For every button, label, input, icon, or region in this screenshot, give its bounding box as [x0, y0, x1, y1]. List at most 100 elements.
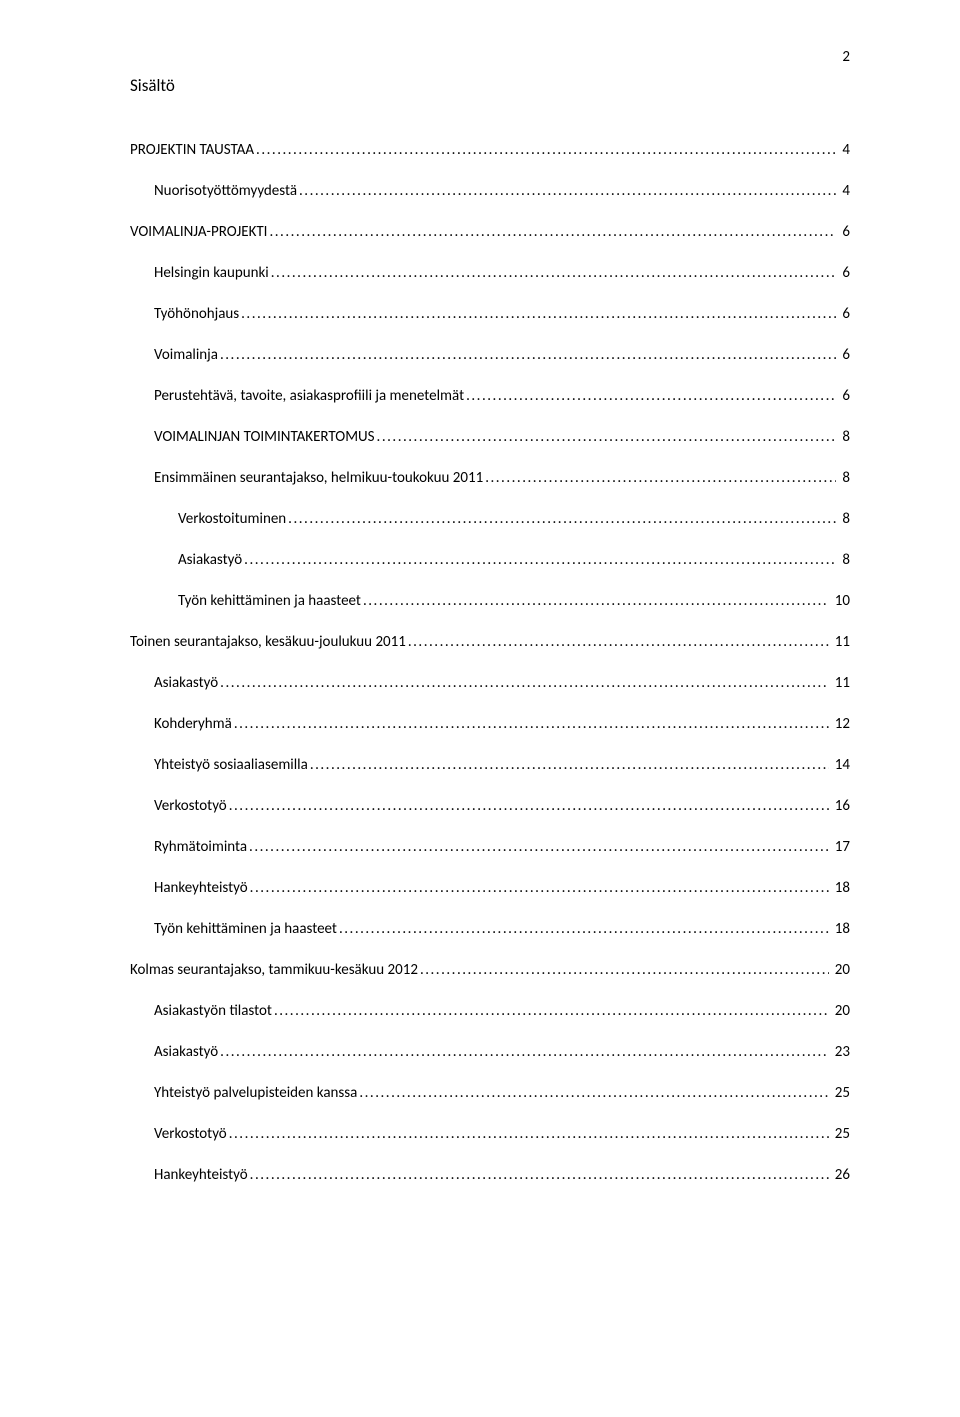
toc-entry: Asiakastyö..............................… — [130, 551, 850, 569]
toc-entry-title: Työn kehittäminen ja haasteet — [154, 920, 337, 938]
toc-entry-page: 17 — [835, 838, 850, 856]
toc-entry: Yhteistyö sosiaaliasemilla..............… — [130, 756, 850, 774]
toc-entry: Verkostotyö.............................… — [130, 797, 850, 815]
toc-entry-title: Yhteistyö palvelupisteiden kanssa — [154, 1084, 357, 1102]
toc-entry-leader: ........................................… — [299, 182, 836, 200]
toc-entry: Ensimmäinen seurantajakso, helmikuu-touk… — [130, 469, 850, 487]
toc-entry-title: Ensimmäinen seurantajakso, helmikuu-touk… — [154, 469, 483, 487]
toc-entry: Verkostotyö.............................… — [130, 1125, 850, 1143]
toc-entry-page: 20 — [835, 961, 850, 979]
toc-entry-title: VOIMALINJA-PROJEKTI — [130, 223, 267, 241]
toc-entry-title: Asiakastyö — [154, 674, 218, 692]
toc-entry-leader: ........................................… — [220, 674, 829, 692]
toc-entry: VOIMALINJAN TOIMINTAKERTOMUS............… — [130, 428, 850, 446]
toc-entry-leader: ........................................… — [288, 510, 836, 528]
toc-entry-leader: ........................................… — [310, 756, 829, 774]
toc-entry: Työn kehittäminen ja haasteet...........… — [130, 920, 850, 938]
toc-entry-leader: ........................................… — [271, 264, 837, 282]
toc-entry: Hankeyhteistyö..........................… — [130, 879, 850, 897]
toc-entry-title: Toinen seurantajakso, kesäkuu-joulukuu 2… — [130, 633, 406, 651]
toc-entry-page: 6 — [842, 387, 850, 405]
toc-entry-leader: ........................................… — [220, 1043, 829, 1061]
toc-entry-title: Kohderyhmä — [154, 715, 232, 733]
toc-entry-page: 11 — [835, 633, 850, 651]
toc-entry-page: 6 — [842, 264, 850, 282]
toc-entry-page: 11 — [835, 674, 850, 692]
toc-entry-page: 16 — [835, 797, 850, 815]
toc-entry-leader: ........................................… — [269, 223, 836, 241]
toc-entry-leader: ........................................… — [420, 961, 829, 979]
toc-entry: Asiakastyön tilastot....................… — [130, 1002, 850, 1020]
toc-entry-page: 6 — [842, 305, 850, 323]
toc-entry-leader: ........................................… — [359, 1084, 828, 1102]
toc-entry-leader: ........................................… — [249, 838, 829, 856]
toc-entry-title: Kolmas seurantajakso, tammikuu-kesäkuu 2… — [130, 961, 418, 979]
toc-entry-leader: ........................................… — [408, 633, 829, 651]
toc-entry-page: 18 — [835, 920, 850, 938]
toc-entry: Verkostoituminen........................… — [130, 510, 850, 528]
table-of-contents: PROJEKTIN TAUSTAA.......................… — [130, 141, 850, 1184]
toc-entry-leader: ........................................… — [229, 1125, 829, 1143]
toc-entry-page: 4 — [842, 182, 850, 200]
toc-entry-title: Perustehtävä, tavoite, asiakasprofiili j… — [154, 387, 464, 405]
toc-entry: Nuorisotyöttömyydestä...................… — [130, 182, 850, 200]
toc-entry-leader: ........................................… — [241, 305, 836, 323]
toc-entry-page: 18 — [835, 879, 850, 897]
toc-entry-title: Asiakastyö — [178, 551, 242, 569]
toc-entry-leader: ........................................… — [244, 551, 836, 569]
toc-entry: Asiakastyö..............................… — [130, 1043, 850, 1061]
toc-entry-page: 25 — [835, 1125, 850, 1143]
toc-entry-page: 6 — [842, 346, 850, 364]
toc-entry-title: Voimalinja — [154, 346, 218, 364]
toc-entry: Hankeyhteistyö..........................… — [130, 1166, 850, 1184]
toc-entry-leader: ........................................… — [256, 141, 836, 159]
toc-entry-page: 8 — [842, 510, 850, 528]
toc-entry-title: Nuorisotyöttömyydestä — [154, 182, 297, 200]
toc-entry-page: 4 — [842, 141, 850, 159]
toc-entry-title: Hankeyhteistyö — [154, 1166, 248, 1184]
toc-entry-leader: ........................................… — [250, 1166, 829, 1184]
toc-heading: Sisältö — [130, 75, 850, 96]
toc-entry: Helsingin kaupunki......................… — [130, 264, 850, 282]
toc-entry-page: 26 — [835, 1166, 850, 1184]
toc-entry-leader: ........................................… — [234, 715, 829, 733]
toc-entry: Perustehtävä, tavoite, asiakasprofiili j… — [130, 387, 850, 405]
toc-entry-title: Asiakastyö — [154, 1043, 218, 1061]
toc-entry: Voimalinja..............................… — [130, 346, 850, 364]
toc-entry: Työhönohjaus............................… — [130, 305, 850, 323]
toc-entry-title: Verkostotyö — [154, 797, 227, 815]
toc-entry-page: 8 — [842, 551, 850, 569]
toc-entry-page: 20 — [835, 1002, 850, 1020]
toc-entry-title: Ryhmätoiminta — [154, 838, 247, 856]
toc-entry-title: Työn kehittäminen ja haasteet — [178, 592, 361, 610]
toc-entry: VOIMALINJA-PROJEKTI.....................… — [130, 223, 850, 241]
toc-entry-page: 6 — [842, 223, 850, 241]
toc-entry: PROJEKTIN TAUSTAA.......................… — [130, 141, 850, 159]
toc-entry-title: Hankeyhteistyö — [154, 879, 248, 897]
toc-entry-leader: ........................................… — [339, 920, 829, 938]
toc-entry-title: Yhteistyö sosiaaliasemilla — [154, 756, 308, 774]
toc-entry-leader: ........................................… — [250, 879, 829, 897]
toc-entry: Asiakastyö..............................… — [130, 674, 850, 692]
toc-entry-title: Verkostoituminen — [178, 510, 286, 528]
toc-entry-page: 8 — [842, 469, 850, 487]
toc-entry: Kolmas seurantajakso, tammikuu-kesäkuu 2… — [130, 961, 850, 979]
toc-entry: Ryhmätoiminta...........................… — [130, 838, 850, 856]
toc-entry-leader: ........................................… — [485, 469, 836, 487]
toc-entry-title: PROJEKTIN TAUSTAA — [130, 141, 254, 159]
toc-entry-leader: ........................................… — [466, 387, 836, 405]
toc-entry-page: 14 — [835, 756, 850, 774]
toc-entry-page: 10 — [835, 592, 850, 610]
toc-entry-leader: ........................................… — [229, 797, 829, 815]
toc-entry-title: Asiakastyön tilastot — [154, 1002, 272, 1020]
toc-entry: Toinen seurantajakso, kesäkuu-joulukuu 2… — [130, 633, 850, 651]
toc-entry-leader: ........................................… — [363, 592, 829, 610]
toc-entry-title: Työhönohjaus — [154, 305, 239, 323]
toc-entry-leader: ........................................… — [377, 428, 837, 446]
page-number: 2 — [842, 48, 850, 66]
toc-entry: Yhteistyö palvelupisteiden kanssa.......… — [130, 1084, 850, 1102]
toc-entry-page: 23 — [835, 1043, 850, 1061]
toc-entry: Kohderyhmä..............................… — [130, 715, 850, 733]
toc-entry-leader: ........................................… — [220, 346, 836, 364]
toc-entry-title: Verkostotyö — [154, 1125, 227, 1143]
